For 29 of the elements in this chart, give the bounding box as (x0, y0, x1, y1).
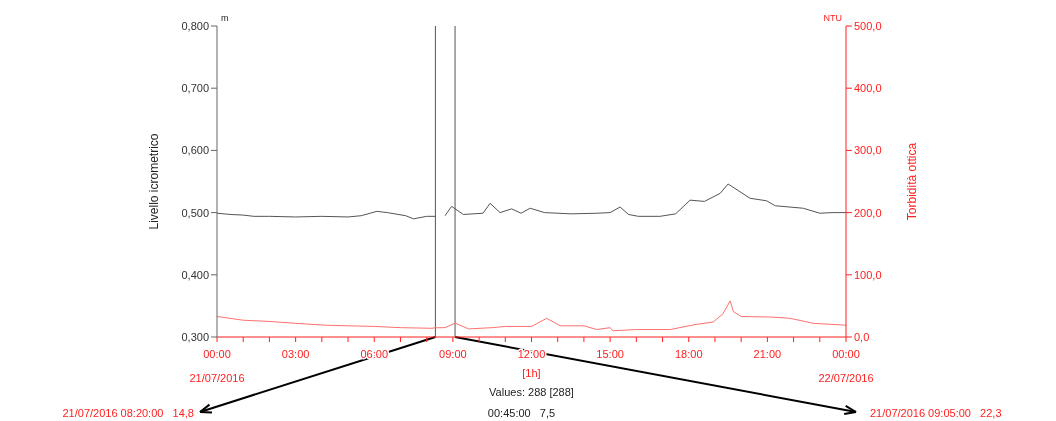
y-tick-label: 0,700 (181, 82, 209, 95)
x-tick-label: 21:00 (753, 348, 782, 360)
line-series (217, 300, 846, 332)
y-tick-label: 0,600 (181, 144, 209, 157)
text: NTU (823, 13, 842, 23)
y2-tick-label: 200,0 (854, 206, 882, 219)
y-tick-label: 0,300 (181, 330, 209, 343)
y-tick-label: 0,400 (181, 268, 209, 281)
y2-tick-label: 0,0 (854, 330, 870, 343)
y2-axis-title: Torbidità ottica (905, 142, 919, 221)
y-tick-label: 0,500 (181, 206, 209, 219)
y-axis-title: Livello icrometrico (147, 133, 161, 230)
y2-tick-label: 100,0 (854, 268, 882, 281)
ref-line-label: 21/07/2016 08:20:00 14,8 (62, 407, 194, 419)
x-tick-label: 00:00 22/07/2016 (818, 348, 874, 384)
y2-tick-label: 300,0 (854, 144, 882, 157)
x-tick-label: 18:00 (674, 348, 703, 360)
text: 00:45:00 7,5 (487, 407, 556, 419)
x-tick-label: 09:00 (439, 348, 467, 360)
y2-tick-label: 400,0 (854, 82, 882, 95)
x-tick-label: 00:00 21/07/2016 (189, 348, 245, 384)
y-tick-label: 0,800 (181, 19, 209, 32)
y2-tick-label: 500,0 (854, 19, 882, 32)
x-tick-label: 03:00 (281, 348, 310, 360)
x-tick-label: 15:00 (596, 348, 624, 360)
x-axis-title: [1h] (522, 367, 541, 379)
text: m (221, 13, 229, 23)
text: Values: 288 [288] (489, 386, 574, 398)
ref-line-label: 21/07/2016 09:05:00 22,3 (870, 407, 1002, 419)
